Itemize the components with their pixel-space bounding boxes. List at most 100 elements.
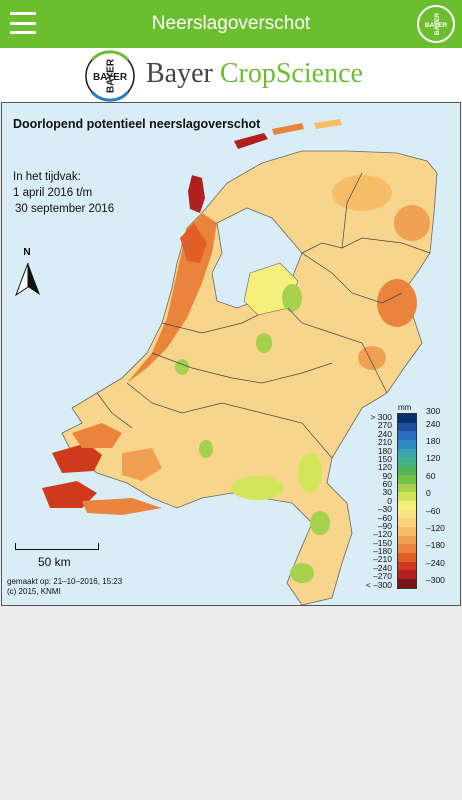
map-wet-area-6 — [310, 511, 330, 535]
legend-color-swatch — [398, 422, 416, 432]
map-wet-area-7 — [290, 563, 314, 583]
logo-text-vertical: BAYER — [434, 13, 441, 35]
legend-right-tick: 300 — [426, 406, 441, 416]
legend-right-ticks: 300 240 180 120 60 0 –60 –120 –180 –240 –300 — [426, 407, 460, 590]
legend-left-tick: 210 — [377, 437, 392, 448]
bayer-logo-icon[interactable]: BAYER BAYER — [416, 4, 456, 44]
legend-color-swatch — [398, 440, 416, 449]
legend-right-tick: 240 — [426, 418, 441, 429]
map-wet-area-2 — [256, 333, 272, 353]
map-island-vlieland — [234, 133, 268, 149]
legend-left-tick: –150 — [373, 537, 392, 548]
credit-made: gemaakt op: 21–10–2016, 15:23 — [7, 577, 123, 586]
brand-banner: BAYER BAYER Bayer CropScience — [0, 48, 462, 102]
legend-left-tick: –210 — [373, 554, 392, 565]
legend-color-swatch — [398, 492, 416, 501]
legend-left-tick: < –300 — [365, 579, 392, 590]
map-north-holland — [180, 223, 207, 263]
map-province-borders — [96, 172, 431, 459]
map-dry-area-north — [332, 175, 392, 211]
period-to: 30 september 2016 — [15, 203, 115, 215]
legend-right-tick: –240 — [426, 557, 445, 568]
legend-right-tick: 60 — [426, 470, 436, 481]
legend-color-swatch — [398, 431, 416, 441]
map-island-ameland — [314, 119, 342, 129]
legend-left-tick: 240 — [377, 428, 392, 439]
scale-bar — [15, 543, 99, 550]
legend-right-tick: 120 — [426, 453, 441, 464]
cross-text-horizontal: BAYER — [93, 72, 128, 83]
map-drawing — [2, 103, 460, 605]
legend-left-tick: 270 — [377, 420, 392, 431]
legend-left-tick: 30 — [382, 487, 392, 498]
legend-color-swatch — [398, 518, 416, 527]
credit-copyright: (c) 2015, KNMI — [7, 587, 61, 596]
logo-text-horizontal: BAYER — [425, 22, 447, 29]
map-wet-area-1 — [282, 284, 302, 312]
map-zeeland-flanders — [82, 498, 162, 515]
legend-left-tick: 150 — [377, 453, 392, 464]
period-from: 1 april 2016 t/m — [13, 187, 93, 199]
legend-left-tick: –270 — [373, 571, 392, 582]
legend-color-swatch — [398, 474, 416, 484]
legend-color-swatch — [398, 553, 416, 562]
cross-text-vertical: BAYER — [106, 58, 117, 93]
map-wet-area-5 — [298, 453, 322, 493]
map-dry-area-east-1 — [377, 279, 417, 327]
map-zeeland-1 — [52, 443, 102, 473]
legend-left-tick: > 300 — [370, 412, 392, 422]
legend-color-swatch — [398, 535, 416, 545]
map-credit: gemaakt op: 21–10–2016, 15:23 (c) 2015, … — [7, 577, 122, 597]
legend-left-tick: 180 — [377, 445, 392, 456]
legend-left-tick: –60 — [377, 512, 392, 523]
map-zeeland-4 — [122, 448, 162, 481]
period-info: In het tijdvak: 1 april 2016 t/m 30 sept… — [13, 169, 114, 217]
legend-color-swatch — [398, 457, 416, 467]
brand-company: Bayer — [146, 58, 213, 89]
legend-color-swatch — [398, 579, 416, 588]
bayer-cross-logo: BAYER BAYER — [85, 50, 135, 102]
legend-left-tick: –240 — [373, 562, 392, 573]
legend-color-swatch — [398, 414, 416, 423]
legend-color-swatch — [398, 570, 416, 580]
legend-right-tick: –120 — [426, 523, 445, 534]
map-title: Doorlopend potentieel neerslagoverschot — [13, 117, 261, 131]
legend-left-tick: 60 — [382, 479, 392, 489]
legend-left-tick: –120 — [373, 529, 392, 540]
map-wet-area-8 — [231, 476, 283, 500]
map-island-terschelling — [272, 123, 304, 135]
legend-right-tick: 0 — [426, 488, 431, 499]
scale-label: 50 km — [38, 555, 71, 569]
legend-color-swatch — [398, 526, 416, 536]
legend-unit: mm — [398, 403, 412, 412]
map-island-texel — [188, 175, 205, 213]
map-land — [61, 150, 438, 605]
legend-left-tick: –180 — [373, 546, 392, 556]
legend-left-tick: –90 — [377, 520, 392, 531]
legend-color-swatch — [398, 448, 416, 458]
legend-left-tick: 90 — [382, 470, 392, 481]
legend-left-ticks: > 300 270 240 210 180 150 120 90 60 30 0 –30 –60 –90–… — [356, 413, 392, 589]
legend-color-swatch — [398, 483, 416, 493]
north-label: N — [23, 247, 31, 258]
brand-product: CropScience — [219, 58, 363, 89]
legend-color-bar — [397, 413, 417, 589]
brand-name: Bayer CropScience — [146, 58, 363, 90]
period-label: In het tijdvak: — [13, 171, 81, 183]
legend-left-tick: –30 — [377, 504, 392, 515]
legend-color-swatch — [398, 500, 416, 510]
north-arrow-icon — [14, 262, 40, 297]
map-legend: mm > 300 270 240 210 180 150 120 90 60 30 0 –30 –60–… — [356, 403, 460, 603]
legend-color-swatch — [398, 509, 416, 519]
legend-right-tick: 180 — [426, 436, 441, 447]
legend-color-swatch — [398, 561, 416, 571]
legend-right-tick: –300 — [426, 575, 445, 586]
hamburger-menu-icon[interactable] — [10, 12, 36, 34]
map-dry-area-east-2 — [358, 346, 386, 370]
map-zeeland-2 — [72, 423, 122, 448]
map-wet-area-3 — [175, 359, 189, 375]
app-bar: Neerslagoverschot BAYER BAYER — [0, 0, 462, 48]
precipitation-map: Doorlopend potentieel neerslagoverschot … — [1, 102, 461, 606]
legend-color-swatch — [398, 544, 416, 553]
legend-color-swatch — [398, 466, 416, 475]
